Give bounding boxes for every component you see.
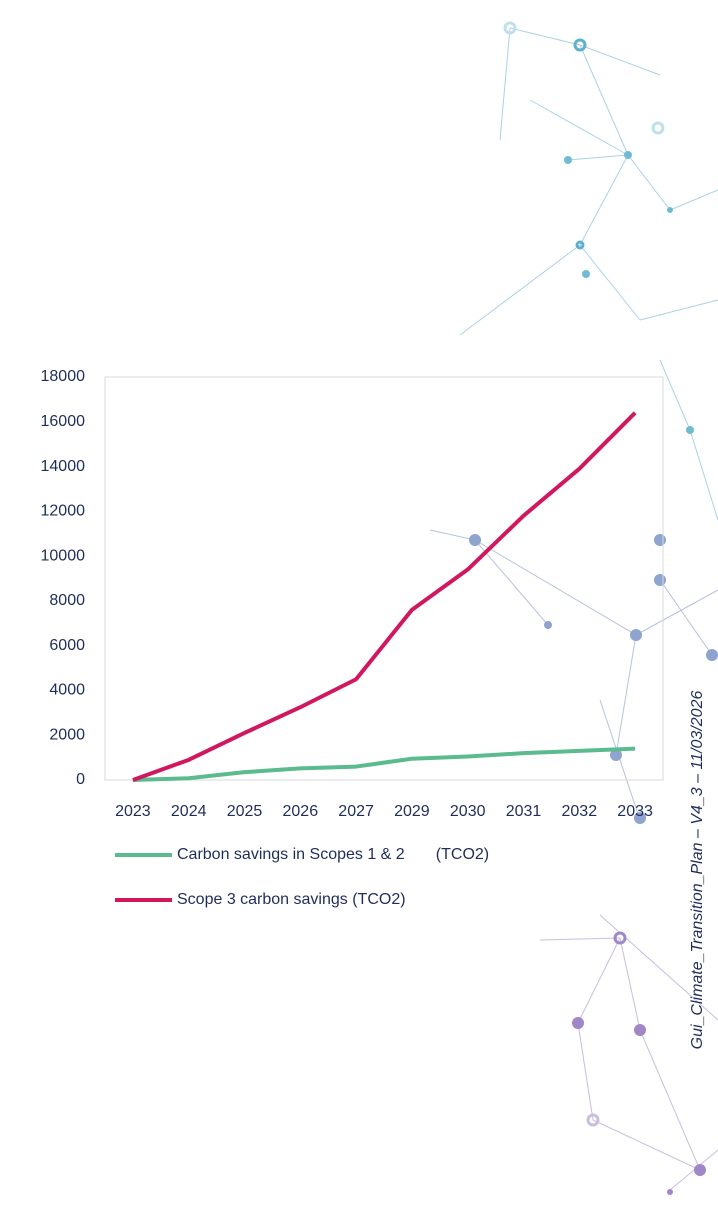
x-tick-label: 2032 — [562, 803, 598, 820]
series-line — [133, 749, 635, 780]
y-tick-label: 2000 — [49, 726, 85, 743]
y-tick-label: 10000 — [41, 547, 86, 564]
plot-frame — [105, 377, 663, 780]
x-tick-label: 2024 — [171, 803, 207, 820]
x-tick-label: 2023 — [115, 803, 151, 820]
y-tick-label: 14000 — [41, 458, 86, 475]
x-tick-label: 2030 — [450, 803, 486, 820]
x-tick-label: 2025 — [227, 803, 263, 820]
y-tick-label: 6000 — [49, 637, 85, 654]
x-tick-label: 2027 — [338, 803, 374, 820]
legend-label: Carbon savings in Scopes 1 & 2 (TCO2) — [177, 846, 489, 863]
network-decoration — [430, 23, 718, 1195]
x-tick-label: 2033 — [617, 803, 653, 820]
x-tick-label: 2026 — [283, 803, 319, 820]
series-line — [133, 413, 635, 780]
y-tick-label: 8000 — [49, 592, 85, 609]
chart: 0 2000 4000 6000 8000 10000 12000 14000 16000 180… — [41, 368, 653, 908]
y-tick-label: 0 — [76, 771, 85, 788]
y-tick-label: 18000 — [41, 368, 86, 385]
x-tick-label: 2029 — [394, 803, 430, 820]
y-tick-label: 16000 — [41, 413, 86, 430]
x-tick-label: 2031 — [506, 803, 542, 820]
page: 0 2000 4000 6000 8000 10000 12000 14000 16000 180… — [0, 0, 718, 1225]
y-tick-label: 12000 — [41, 503, 86, 520]
footer-text: Gui_Climate_Transition_Plan – V4_3 – 11/… — [689, 691, 706, 1050]
legend-label: Scope 3 carbon savings (TCO2) — [177, 891, 406, 908]
y-tick-label: 4000 — [49, 682, 85, 699]
